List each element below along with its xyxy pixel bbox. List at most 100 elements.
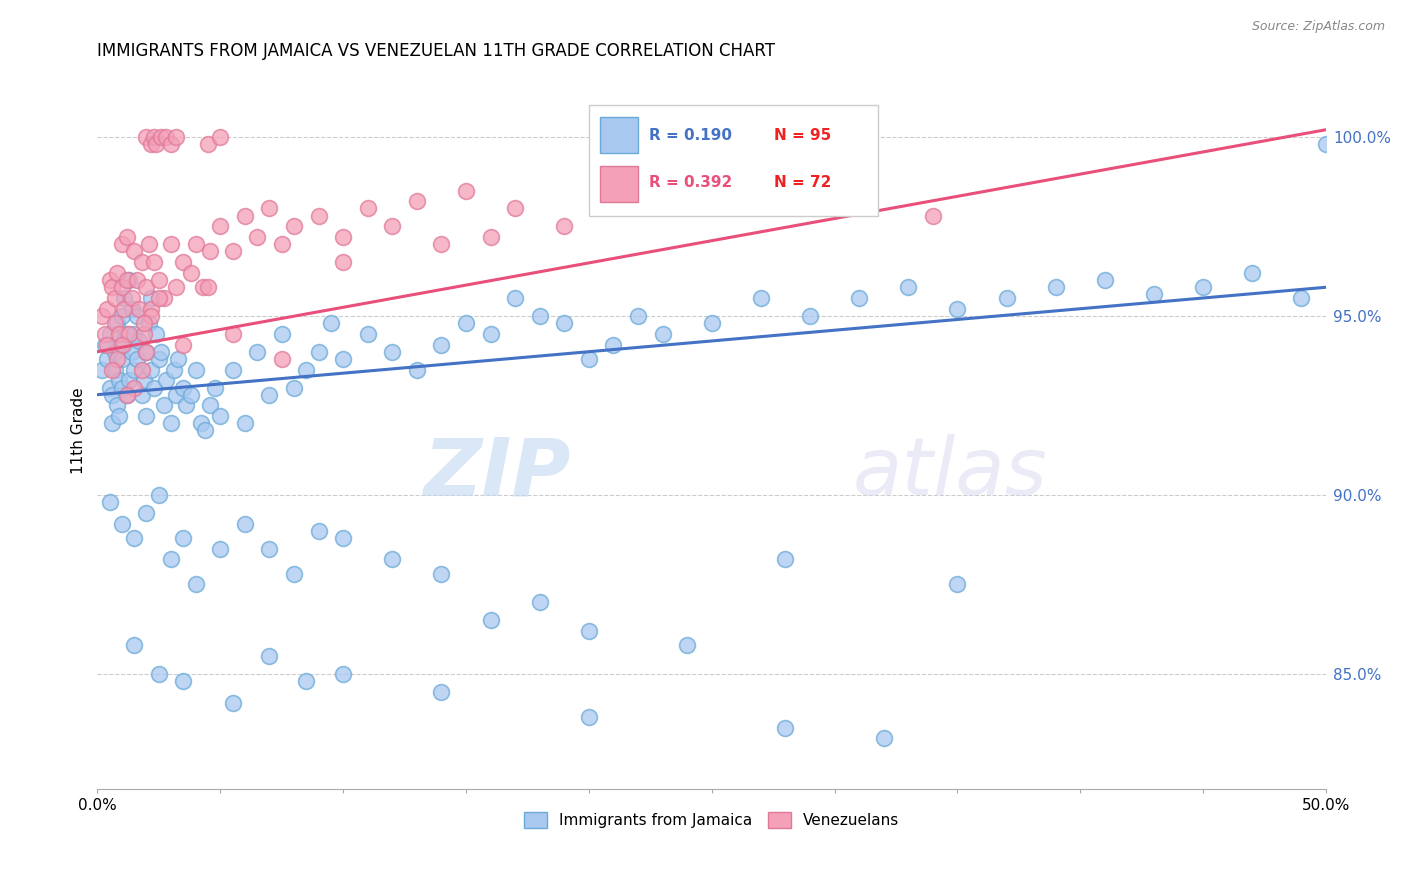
- Point: [332, 255, 354, 269]
- Point: [135, 129, 157, 144]
- Point: [221, 326, 243, 341]
- Point: [651, 326, 673, 341]
- Point: [627, 309, 650, 323]
- Point: [209, 541, 232, 556]
- Point: [200, 244, 222, 259]
- Point: [1143, 287, 1166, 301]
- Point: [167, 351, 190, 366]
- Point: [799, 309, 821, 323]
- Point: [122, 362, 145, 376]
- Point: [108, 409, 131, 424]
- Point: [204, 380, 226, 394]
- Point: [152, 291, 174, 305]
- Point: [184, 362, 207, 376]
- Point: [283, 566, 305, 581]
- Point: [103, 344, 125, 359]
- Point: [150, 344, 173, 359]
- Point: [125, 273, 148, 287]
- Text: ZIP: ZIP: [423, 434, 571, 512]
- Point: [209, 409, 232, 424]
- Point: [308, 344, 330, 359]
- Point: [101, 362, 124, 376]
- Point: [174, 398, 197, 412]
- Point: [111, 351, 134, 366]
- Point: [111, 237, 134, 252]
- Point: [578, 351, 600, 366]
- Point: [430, 237, 453, 252]
- Point: [197, 280, 219, 294]
- Point: [93, 337, 115, 351]
- Point: [172, 674, 194, 689]
- Point: [332, 230, 354, 244]
- Point: [141, 362, 163, 376]
- Point: [125, 351, 148, 366]
- Point: [160, 237, 183, 252]
- Point: [141, 136, 163, 151]
- Point: [162, 362, 184, 376]
- Point: [270, 351, 292, 366]
- Point: [172, 380, 194, 394]
- Point: [405, 362, 427, 376]
- Point: [873, 731, 896, 746]
- Point: [122, 638, 145, 652]
- Point: [381, 552, 404, 566]
- Point: [141, 291, 163, 305]
- Point: [91, 309, 114, 323]
- Point: [160, 552, 183, 566]
- Point: [319, 316, 342, 330]
- Point: [103, 362, 125, 376]
- Point: [1291, 291, 1313, 305]
- Point: [131, 255, 153, 269]
- Point: [115, 326, 138, 341]
- Point: [98, 380, 121, 394]
- Point: [221, 362, 243, 376]
- Point: [165, 280, 187, 294]
- Point: [332, 531, 354, 545]
- Point: [132, 326, 155, 341]
- Y-axis label: 11th Grade: 11th Grade: [72, 387, 86, 474]
- Point: [578, 624, 600, 638]
- Point: [111, 337, 134, 351]
- Point: [332, 667, 354, 681]
- Point: [131, 387, 153, 401]
- Point: [221, 244, 243, 259]
- Point: [118, 373, 141, 387]
- Point: [197, 136, 219, 151]
- Point: [125, 309, 148, 323]
- Point: [101, 280, 124, 294]
- Point: [112, 291, 135, 305]
- Point: [749, 173, 772, 187]
- Point: [172, 337, 194, 351]
- Point: [135, 344, 157, 359]
- Point: [308, 524, 330, 538]
- Point: [180, 387, 202, 401]
- Point: [96, 301, 118, 316]
- Point: [191, 280, 214, 294]
- Point: [111, 516, 134, 531]
- Point: [283, 380, 305, 394]
- Point: [132, 373, 155, 387]
- Point: [155, 129, 177, 144]
- Point: [775, 552, 797, 566]
- Point: [148, 291, 170, 305]
- Point: [921, 209, 943, 223]
- Point: [150, 129, 173, 144]
- Point: [138, 316, 160, 330]
- Point: [529, 595, 551, 609]
- Point: [246, 344, 269, 359]
- Point: [824, 194, 846, 209]
- Point: [259, 648, 281, 663]
- Point: [98, 495, 121, 509]
- Point: [295, 362, 318, 376]
- Point: [553, 219, 575, 234]
- Point: [503, 291, 526, 305]
- Point: [946, 301, 969, 316]
- Point: [259, 541, 281, 556]
- Point: [209, 129, 232, 144]
- Point: [131, 362, 153, 376]
- Point: [122, 244, 145, 259]
- Point: [602, 194, 624, 209]
- Point: [190, 417, 212, 431]
- Point: [529, 309, 551, 323]
- Point: [103, 291, 125, 305]
